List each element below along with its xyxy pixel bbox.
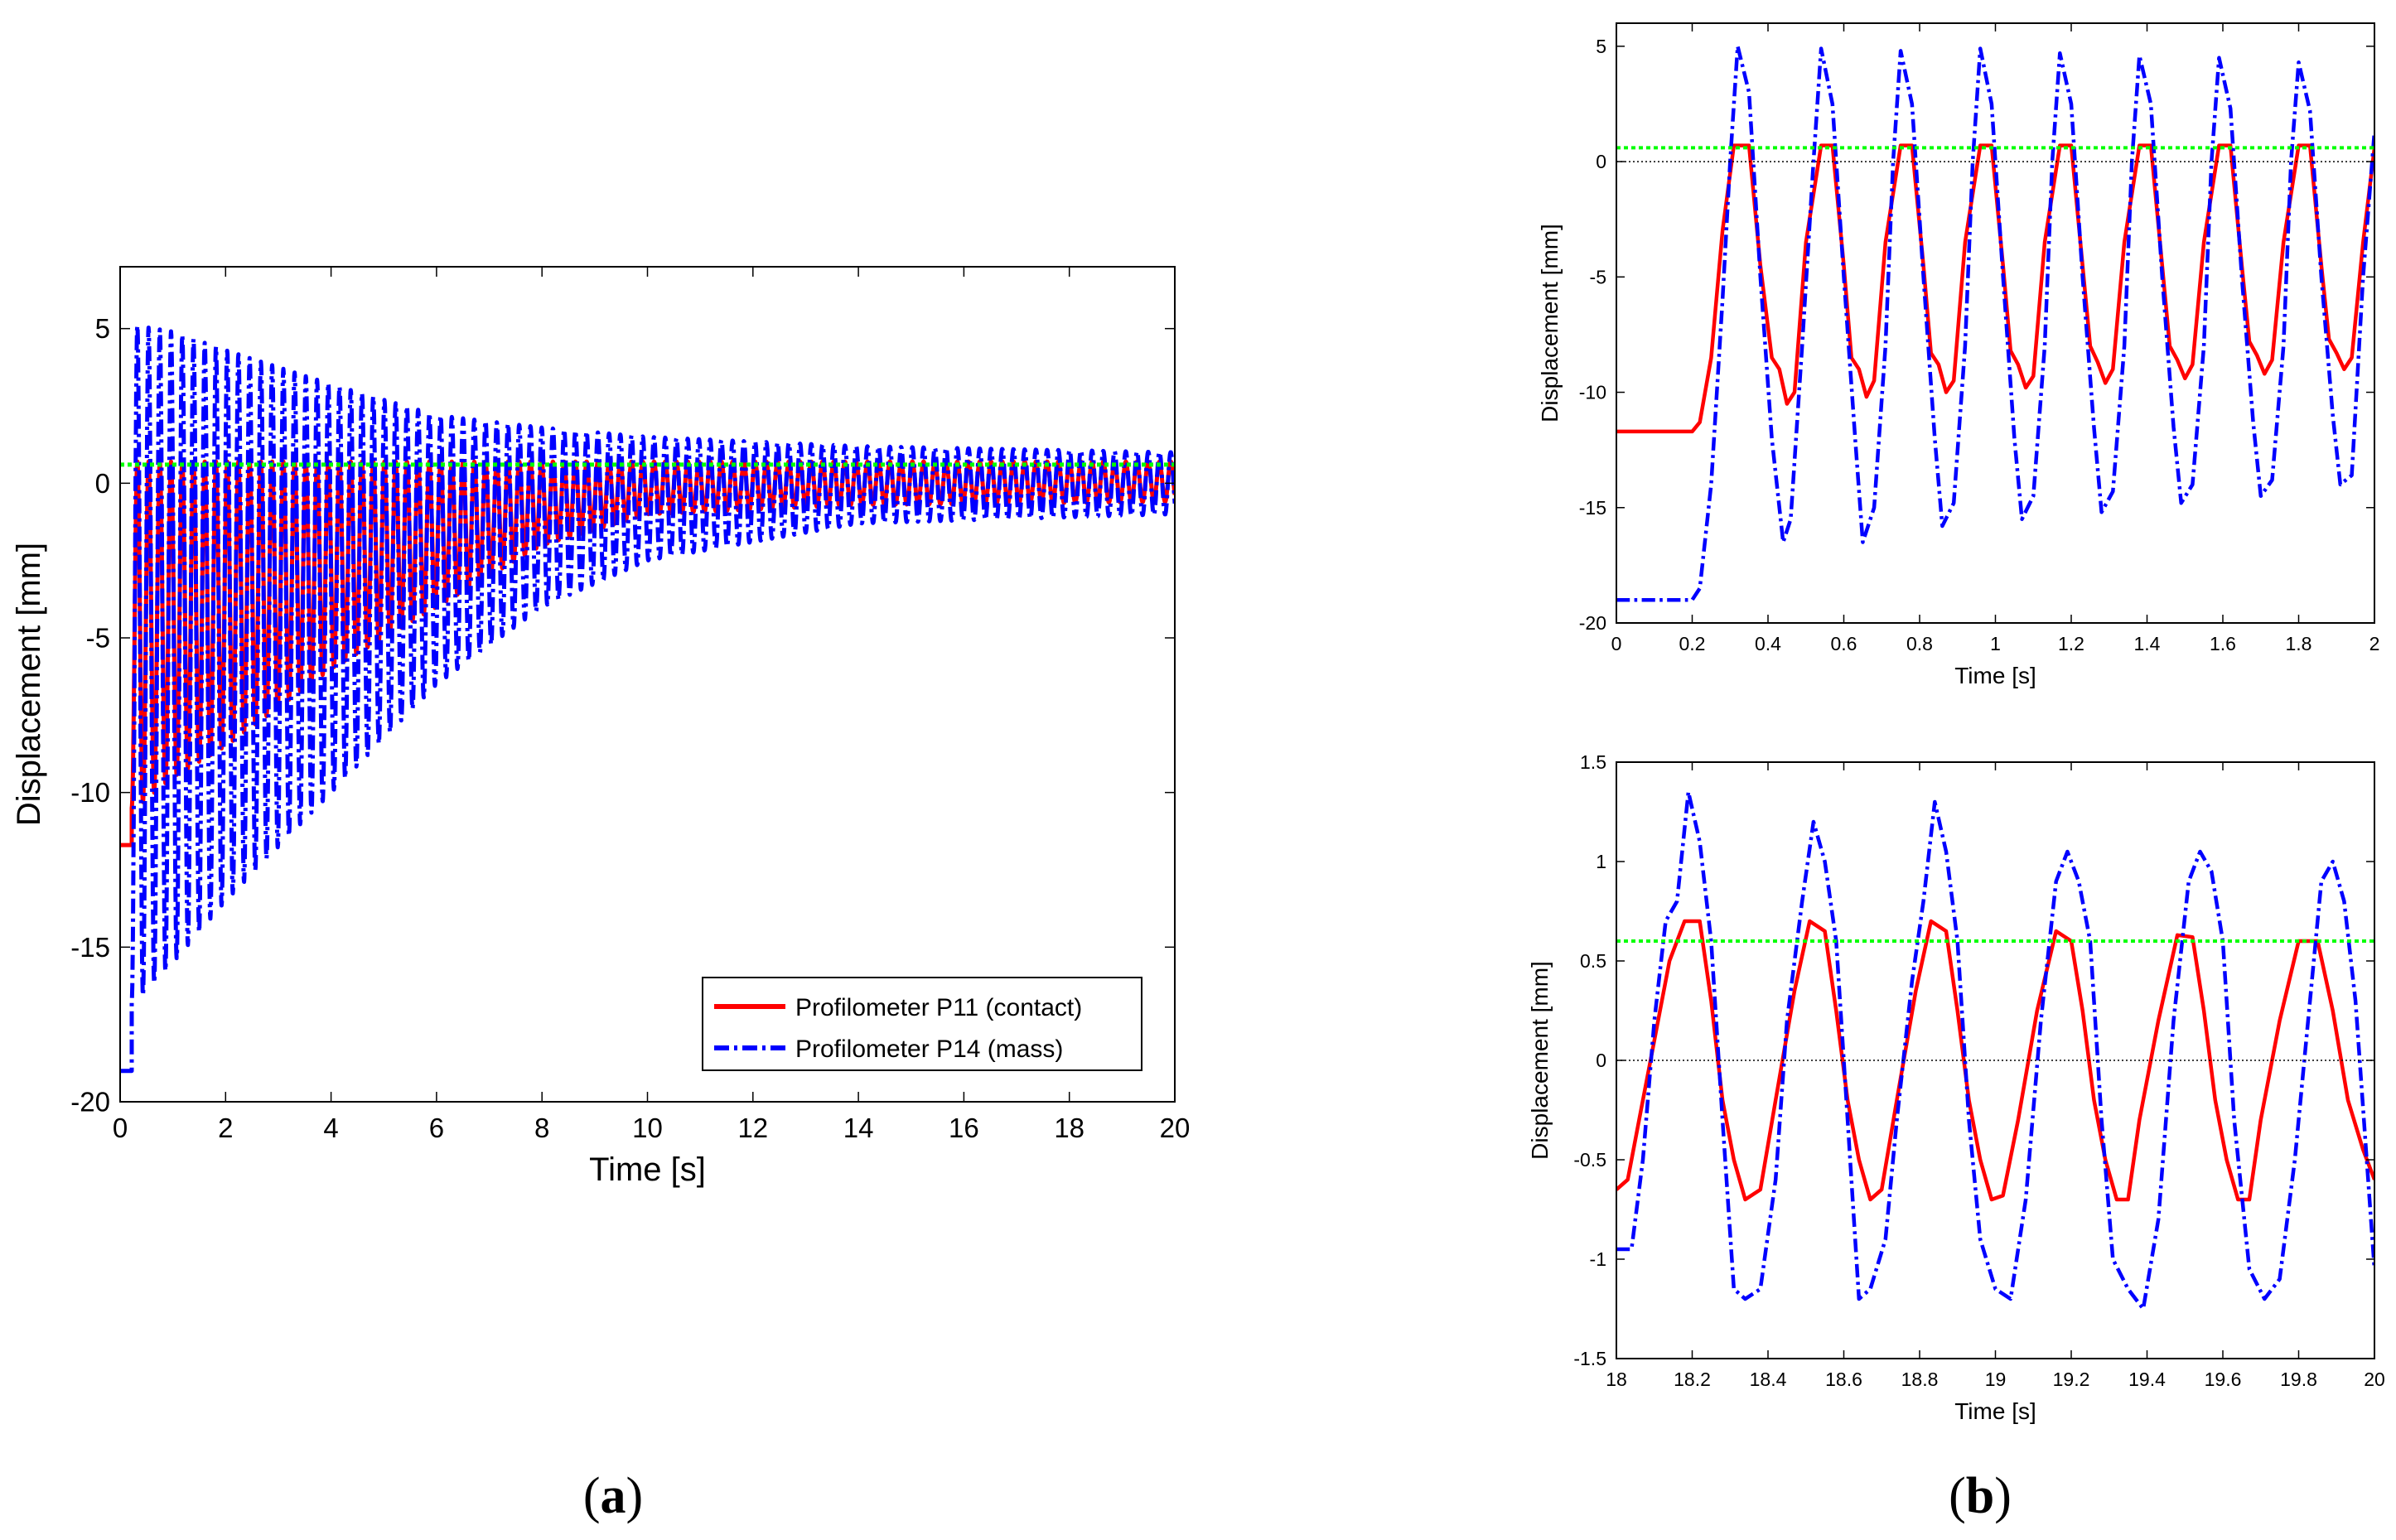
x-tick-label: 18.6: [1825, 1369, 1862, 1390]
legend-label-contact: Profilometer P11 (contact): [795, 994, 1082, 1021]
series-contact-line: [1616, 919, 2374, 1202]
y-tick-label: -10: [70, 777, 110, 808]
y-axis-title: Displacement [mm]: [1527, 961, 1553, 1160]
y-axis-title: Displacement [mm]: [1537, 224, 1563, 422]
x-tick-label: 20: [1160, 1113, 1191, 1143]
legend-label-mass: Profilometer P14 (mass): [795, 1036, 1063, 1063]
y-tick-label: -0.5: [1573, 1149, 1606, 1171]
x-axis-title: Time [s]: [589, 1151, 706, 1188]
series-contact-line: [1616, 143, 2374, 434]
x-tick-label: 19.6: [2205, 1369, 2242, 1390]
y-tick-label: 1: [1596, 851, 1606, 872]
chart-b-top: 0 0.2 0.4 0.6 0.8 1 1.2 1.4 1.6 1.8 2 -20 -15 -10 -5 0 5…: [1537, 22, 2380, 688]
x-tick-label: 0: [1611, 633, 1622, 654]
plot-content: [120, 323, 1175, 1074]
x-tick-label: 18: [1054, 1113, 1084, 1143]
x-tick-label: 19.8: [2280, 1369, 2317, 1390]
y-tick-label: -1: [1590, 1248, 1606, 1270]
plot-content: [1616, 44, 2374, 602]
x-tick-label: 0.6: [1831, 633, 1857, 654]
y-tick-label: 0: [95, 468, 110, 499]
y-tick-label: -5: [1590, 266, 1606, 287]
plot-frame: [1616, 761, 2375, 1359]
y-tick-label: -20: [1579, 612, 1606, 634]
x-tick-label: 1.2: [2058, 633, 2084, 654]
plot-frame: [119, 266, 1176, 1103]
panel-label-b: (b): [1949, 1468, 2012, 1524]
x-tick-label: 0: [113, 1113, 128, 1143]
y-axis-title: Displacement [mm]: [11, 543, 47, 826]
x-tick-label: 2: [2369, 633, 2380, 654]
x-tick-label: 18: [1606, 1369, 1627, 1390]
y-tick-label: -5: [86, 623, 110, 654]
x-tick-label: 1: [1990, 633, 2001, 654]
plot-content: [1616, 789, 2374, 1311]
plot-area: [1616, 762, 2374, 1359]
y-tick-label: -20: [70, 1087, 110, 1118]
x-tick-label: 18.4: [1750, 1369, 1787, 1390]
y-tick-label: -15: [70, 932, 110, 963]
x-axis-title: Time [s]: [1954, 1398, 2036, 1424]
y-tick-label: 5: [1596, 36, 1606, 57]
plot-frame: [1616, 22, 2375, 624]
series-mass-line: [120, 323, 1175, 1074]
x-tick-label: 1.8: [2286, 633, 2312, 654]
y-tick-label: 0: [1596, 1050, 1606, 1071]
x-tick-label: 6: [429, 1113, 444, 1143]
x-tick-label: 19.4: [2128, 1369, 2166, 1390]
x-tick-label: 1.4: [2134, 633, 2161, 654]
x-tick-label: 8: [534, 1113, 549, 1143]
x-tick-label: 10: [632, 1113, 663, 1143]
y-tick-label: 5: [95, 313, 110, 344]
y-tick-label: -1.5: [1573, 1348, 1606, 1369]
x-tick-label: 2: [218, 1113, 233, 1143]
x-tick-label: 18.8: [1901, 1369, 1939, 1390]
y-tick-label: -10: [1579, 382, 1606, 403]
x-tick-label: 18.2: [1674, 1369, 1711, 1390]
plot-area: [1616, 23, 2374, 623]
x-tick-label: 1.6: [2210, 633, 2236, 654]
x-axis-title: Time [s]: [1954, 663, 2036, 688]
chart-a: 0 2 4 6 8 10 12 14 16 18 20 -20 -15 -10 -5 0 5 Time [s] Di…: [11, 266, 1191, 1188]
x-tick-label: 4: [323, 1113, 338, 1143]
y-tick-label: -15: [1579, 497, 1606, 519]
series-mass-line: [1616, 789, 2374, 1311]
y-tick-label: 0.5: [1580, 950, 1606, 972]
x-tick-label: 0.8: [1906, 633, 1933, 654]
x-tick-label: 12: [737, 1113, 768, 1143]
x-tick-label: 16: [949, 1113, 979, 1143]
x-tick-label: 19.2: [2053, 1369, 2090, 1390]
y-tick-label: 0: [1596, 151, 1606, 172]
chart-b-bottom: 18 18.2 18.4 18.6 18.8 19 19.2 19.4 19.6 19.8 20 -1…: [1527, 751, 2385, 1424]
panel-label-a: (a): [583, 1468, 643, 1524]
x-tick-label: 20: [2364, 1369, 2385, 1390]
series-mass-line: [1616, 44, 2374, 602]
x-tick-label: 14: [843, 1113, 874, 1143]
y-tick-label: 1.5: [1580, 751, 1606, 773]
x-tick-label: 19: [1985, 1369, 2007, 1390]
x-tick-label: 0.4: [1755, 633, 1781, 654]
legend: Profilometer P11 (contact) Profilometer …: [702, 977, 1142, 1071]
legend-box: [702, 977, 1142, 1071]
x-tick-label: 0.2: [1679, 633, 1706, 654]
